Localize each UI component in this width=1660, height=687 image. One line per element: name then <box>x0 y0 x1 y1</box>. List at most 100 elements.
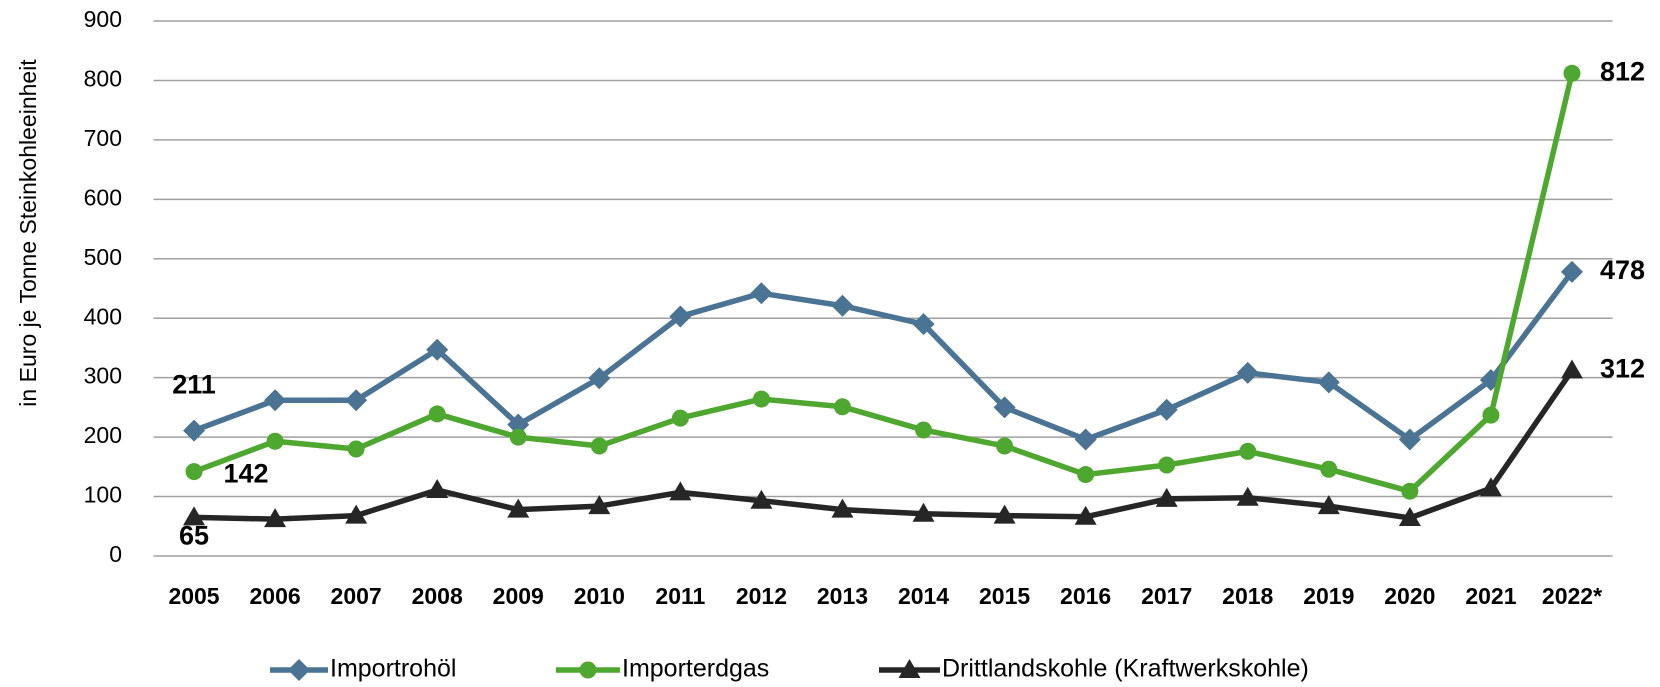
point <box>750 489 773 509</box>
y-tick-label: 200 <box>84 422 122 448</box>
point <box>750 282 773 305</box>
point <box>588 495 611 515</box>
x-tick-label: 2007 <box>331 583 382 609</box>
y-tick-label: 600 <box>84 184 122 210</box>
y-tick-label: 300 <box>84 363 122 389</box>
series-line <box>193 270 1575 443</box>
point <box>264 389 287 412</box>
point <box>426 338 449 361</box>
series-line <box>193 368 1575 522</box>
point <box>1401 482 1419 500</box>
point <box>752 390 770 408</box>
legend-item: Importerdgas <box>556 655 769 683</box>
x-tick-label: 2010 <box>574 583 625 609</box>
point <box>509 428 527 446</box>
x-tick-label: 2021 <box>1465 583 1516 609</box>
point <box>1317 371 1340 394</box>
legend-item: Importrohöl <box>270 655 456 683</box>
point <box>1560 359 1583 379</box>
y-tick-label: 700 <box>84 125 122 151</box>
x-tick-label: 2012 <box>736 583 787 609</box>
point <box>1320 460 1338 478</box>
point <box>996 437 1014 455</box>
point <box>1155 398 1178 421</box>
x-tick-label: 2019 <box>1303 583 1354 609</box>
data-label: 142 <box>223 459 268 489</box>
point <box>264 508 287 528</box>
x-tick-label: 2005 <box>168 583 219 609</box>
x-tick-label: 2016 <box>1060 583 1111 609</box>
point <box>1563 64 1581 82</box>
x-tick-label: 2011 <box>655 583 705 609</box>
point <box>1398 506 1421 526</box>
point <box>669 481 692 501</box>
point <box>1479 477 1502 497</box>
series-line <box>193 72 1575 494</box>
data-label: 812 <box>1600 56 1645 86</box>
point <box>185 463 203 481</box>
point <box>671 409 689 427</box>
data-label: 478 <box>1600 255 1645 285</box>
point <box>345 504 368 524</box>
point <box>1482 406 1500 424</box>
legend-marker <box>288 659 310 681</box>
point <box>1398 428 1421 451</box>
point <box>588 367 611 390</box>
point <box>1560 260 1583 283</box>
point <box>1317 495 1340 515</box>
point <box>507 413 530 436</box>
point <box>1074 428 1097 451</box>
y-tick-label: 100 <box>84 482 122 508</box>
point <box>590 437 608 455</box>
point <box>426 479 449 499</box>
x-tick-label: 2017 <box>1141 583 1192 609</box>
y-axis-label: in Euro je Tonne Steinkohleeinheit <box>15 59 41 407</box>
x-tick-label: 2015 <box>979 583 1030 609</box>
point <box>1077 466 1095 484</box>
point <box>912 502 935 522</box>
x-tick-label: 2013 <box>817 583 868 609</box>
x-tick-label: 2022* <box>1542 583 1602 609</box>
legend-label: Importerdgas <box>622 655 769 683</box>
legend-marker <box>579 661 597 679</box>
y-tick-label: 500 <box>84 244 122 270</box>
legend-marker <box>898 659 921 678</box>
point <box>183 506 206 526</box>
point <box>1074 505 1097 525</box>
point <box>347 440 365 458</box>
x-tick-label: 2018 <box>1222 583 1273 609</box>
y-tick-label: 800 <box>84 66 122 92</box>
point <box>1239 442 1257 460</box>
data-label: 312 <box>1600 354 1645 384</box>
point <box>1236 486 1259 506</box>
data-label: 65 <box>179 520 209 550</box>
x-tick-label: 2006 <box>249 583 300 609</box>
point <box>1236 361 1259 384</box>
point <box>345 389 368 412</box>
point <box>993 396 1016 419</box>
point <box>1158 456 1176 474</box>
point <box>669 305 692 328</box>
legend-item: Drittlandskohle (Kraftwerkskohle) <box>879 655 1309 683</box>
point <box>993 504 1016 524</box>
point <box>428 405 446 423</box>
point <box>831 294 854 317</box>
point <box>831 498 854 518</box>
point <box>915 421 933 439</box>
point <box>912 313 935 336</box>
x-tick-label: 2009 <box>493 583 544 609</box>
y-tick-label: 400 <box>84 303 122 329</box>
point <box>183 419 206 442</box>
y-tick-label: 900 <box>84 6 122 32</box>
point <box>1155 487 1178 507</box>
x-tick-label: 2008 <box>412 583 463 609</box>
data-label: 211 <box>172 370 216 400</box>
y-tick-label: 0 <box>109 541 122 567</box>
x-tick-label: 2020 <box>1384 583 1435 609</box>
point <box>266 432 284 450</box>
point <box>833 398 851 416</box>
legend-label: Importrohöl <box>330 655 456 683</box>
point <box>507 498 530 518</box>
legend-label: Drittlandskohle (Kraftwerkskohle) <box>942 655 1309 683</box>
